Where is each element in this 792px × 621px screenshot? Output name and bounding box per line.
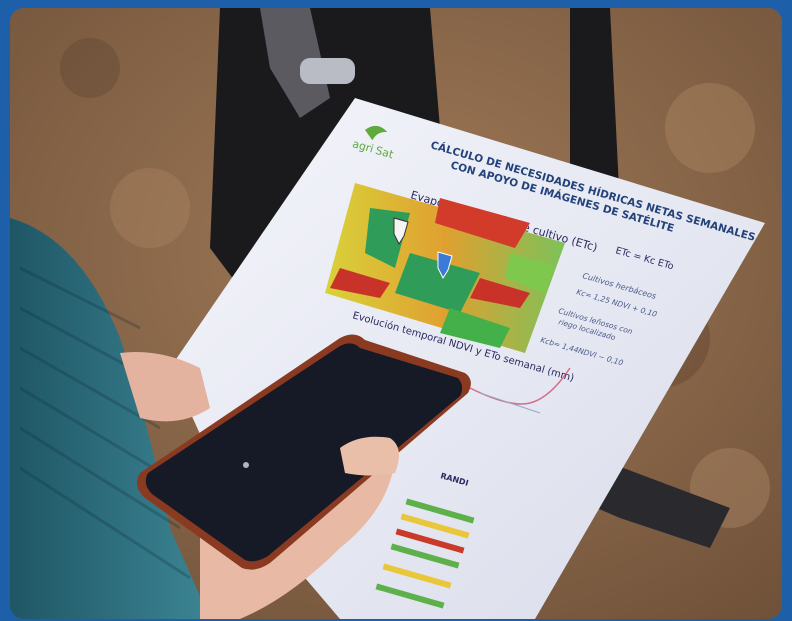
smartphone [136,334,471,570]
jacket-pocket [260,8,330,118]
photo-scene: agri Sat CÁLCULO DE NECESIDADES HÍDRICAS… [10,8,782,619]
left-hand [120,352,210,422]
crop-table [375,498,475,609]
phone-screen [145,343,463,562]
field-photo: agri Sat CÁLCULO DE NECESIDADES HÍDRICAS… [10,8,782,619]
map-pin-icon [393,217,453,280]
knit-texture [19,266,191,580]
thumb [340,436,399,476]
logo-text-2: Sat [374,144,396,162]
teal-sweater [10,218,210,619]
ndvi-chart [469,367,571,414]
phone-in-pocket [300,58,355,84]
logo-icon: agri Sat [351,125,396,162]
logo-text: agri [351,137,375,155]
